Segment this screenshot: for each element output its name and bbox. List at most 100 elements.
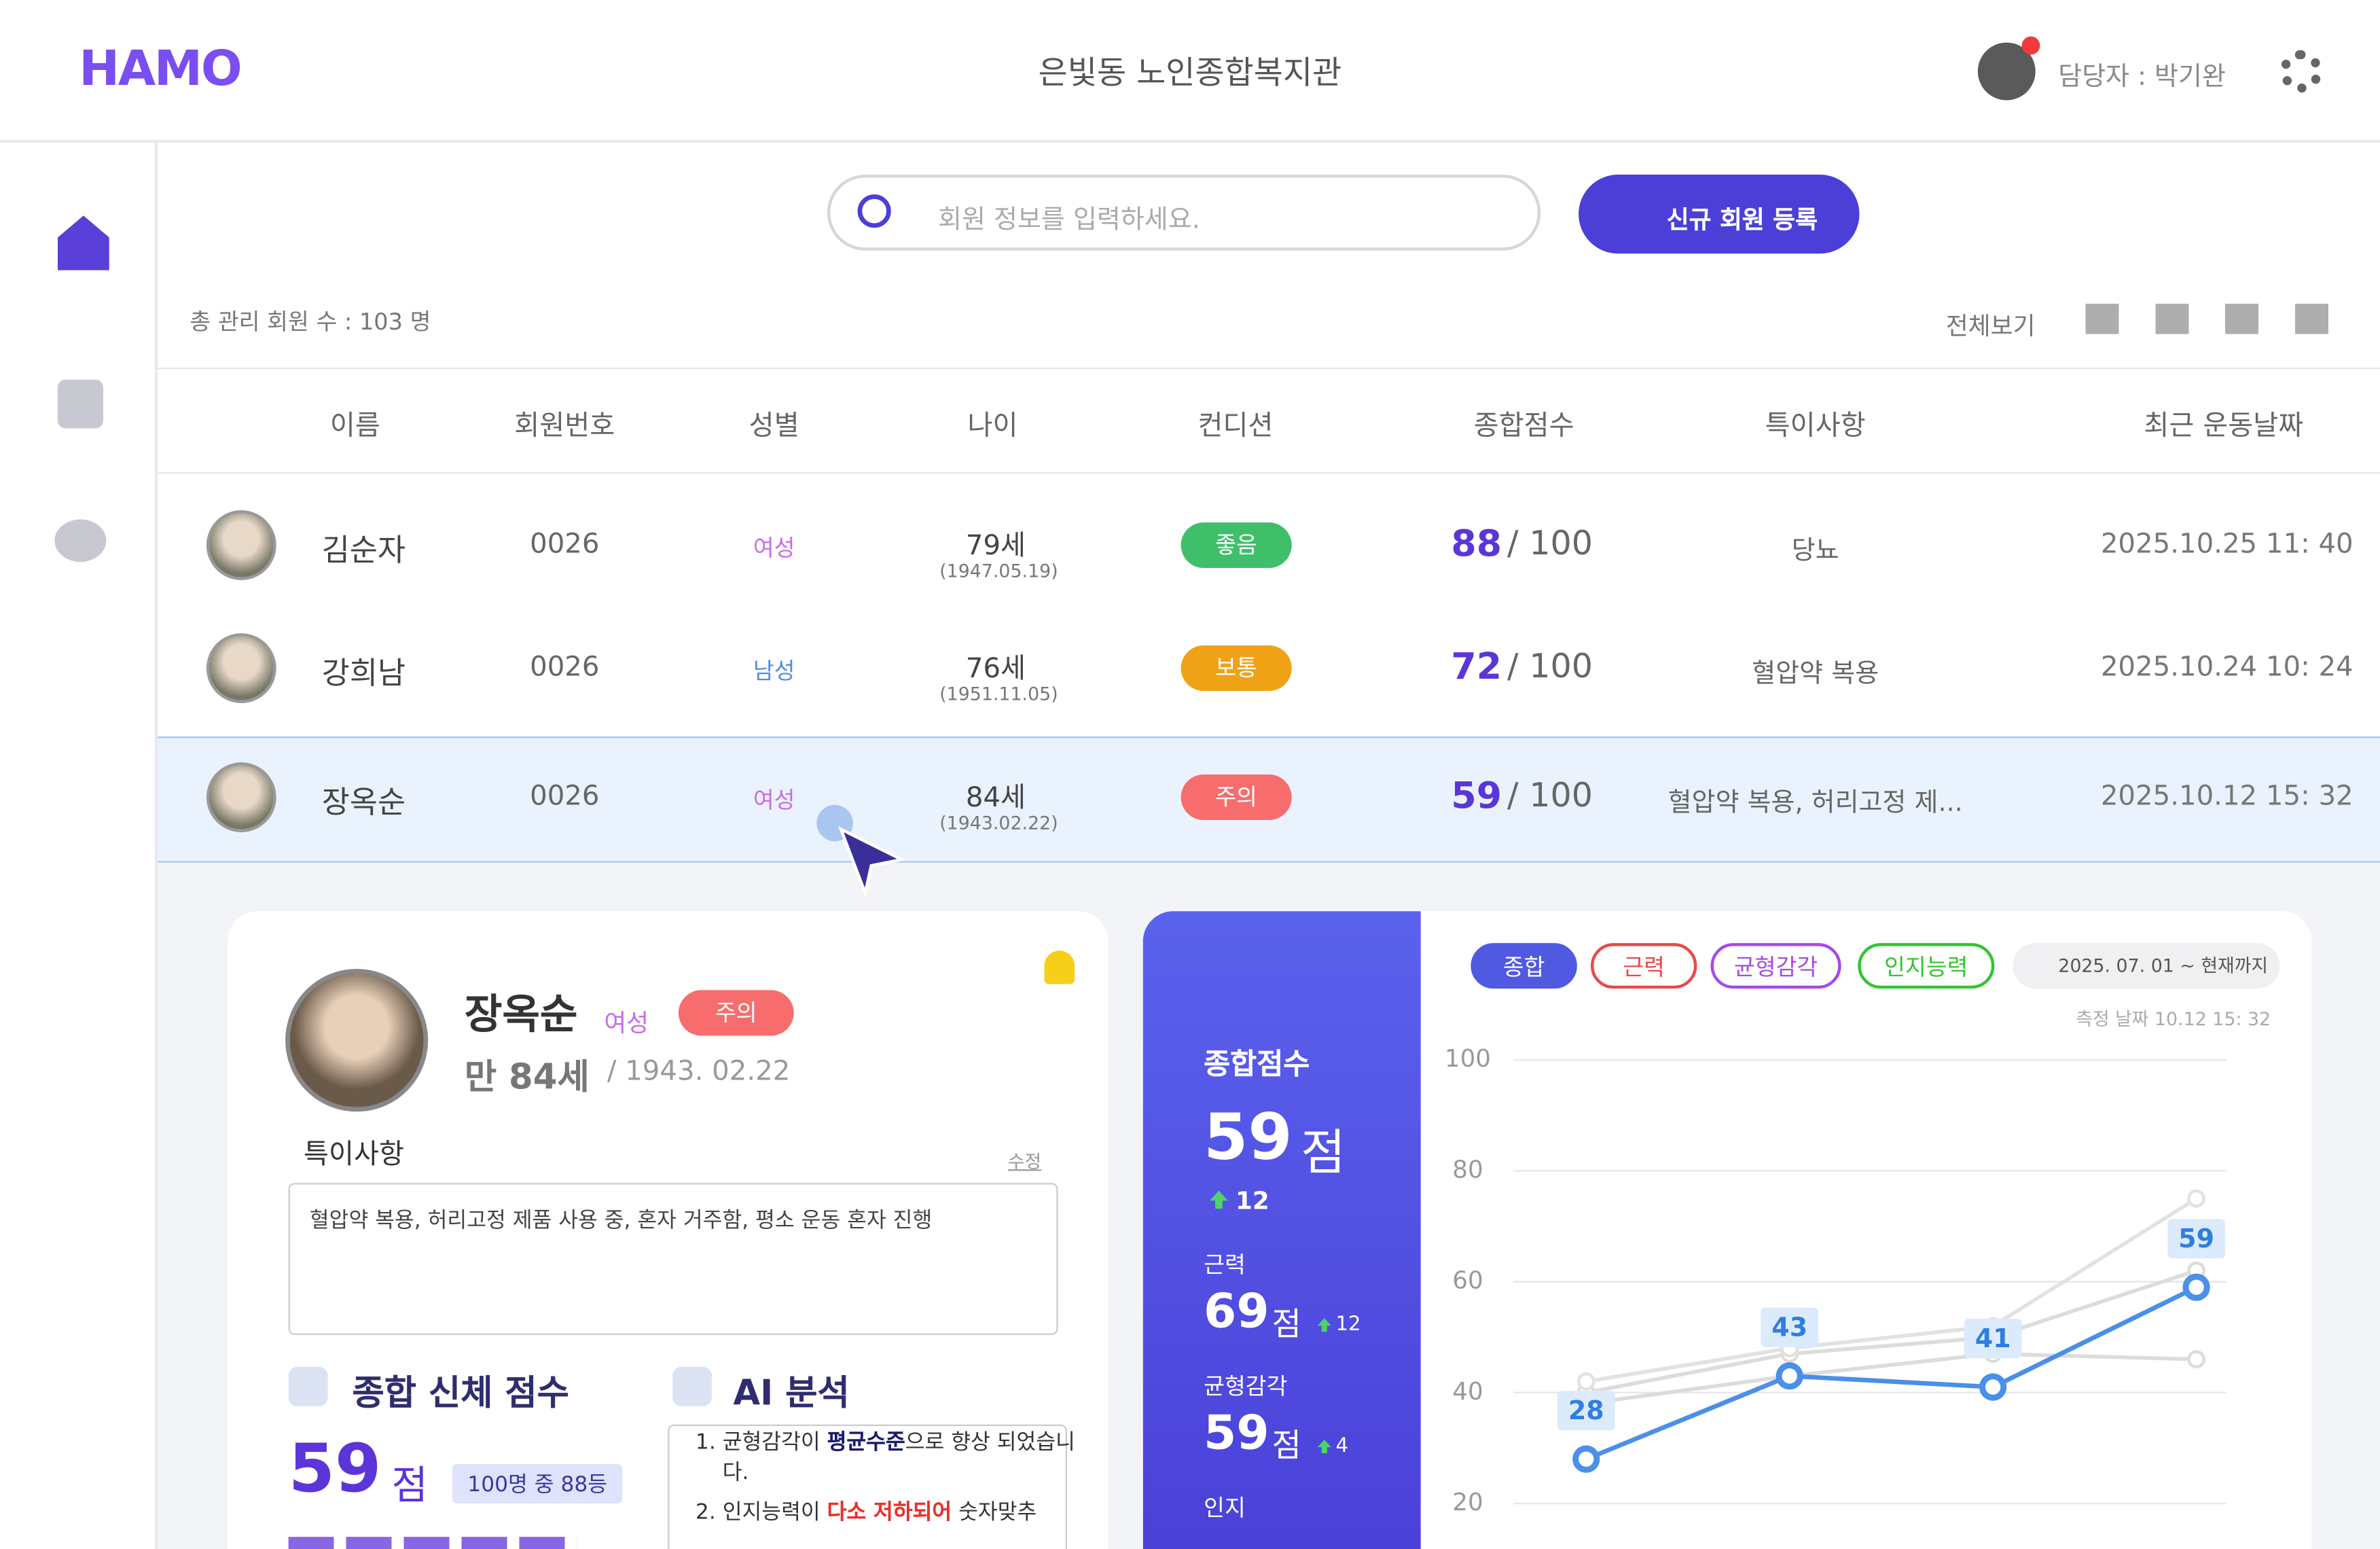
series-point <box>2187 1189 2206 1208</box>
sidebar <box>0 143 158 1549</box>
y-tick-label: 40 <box>1452 1378 1483 1406</box>
member-gender: 남성 <box>753 657 795 686</box>
view-all[interactable]: 전체보기 <box>1945 311 2036 340</box>
body-title: 종합 신체 점수 <box>352 1374 569 1414</box>
detail-gender: 여성 <box>604 1008 649 1037</box>
item-label: 균형감각 <box>1204 1372 1288 1400</box>
member-birth: (1951.11.05) <box>939 683 1058 705</box>
ai-text: 인지능력이 <box>722 1500 827 1525</box>
column-header: 회원번호 <box>514 410 615 442</box>
member-score: 88 <box>1451 522 1502 565</box>
logo[interactable]: HAMO <box>79 39 242 98</box>
data-label: 28 <box>1568 1395 1604 1425</box>
avatar <box>206 762 276 832</box>
score-panel <box>1142 911 1421 1549</box>
series-point <box>2182 1273 2210 1301</box>
table-top-border <box>158 367 2380 370</box>
ai-text: 으로 향상 되었습니다. <box>722 1430 1075 1486</box>
y-tick-label: 60 <box>1452 1267 1483 1295</box>
series-line <box>1585 1268 2197 1395</box>
chart-card <box>1142 911 2312 1549</box>
column-header: 컨디션 <box>1197 410 1274 442</box>
center-name: 은빛동 노인종합복지관 <box>1038 54 1342 92</box>
chart-tab[interactable]: 근력 <box>1590 943 1697 989</box>
y-tick-label: 100 <box>1445 1045 1491 1073</box>
toolbar-icons[interactable] <box>2079 304 2332 334</box>
member-gender: 여성 <box>753 534 795 563</box>
exercise-date: 2025.10.12 15: 32 <box>2100 780 2354 813</box>
member-note: 혈압약 복용, 허리고정 제... <box>1667 788 1963 819</box>
body-score: 59 <box>288 1430 382 1508</box>
data-label: 43 <box>1771 1312 1807 1342</box>
panel-delta: 12 <box>1236 1186 1269 1215</box>
search-box[interactable] <box>827 175 1541 251</box>
series-point <box>1979 1373 2007 1401</box>
detail-name: 장옥순 <box>464 991 578 1039</box>
label-box <box>2167 1219 2226 1259</box>
ai-list: 균형감각이 평균수준으로 향상 되었습니다. 인지능력이 다소 저하되어 숫자맞추 <box>668 1427 1083 1537</box>
panel-unit: 점 <box>1301 1124 1346 1182</box>
series-line <box>1585 1285 2198 1461</box>
column-header: 종합점수 <box>1473 410 1574 442</box>
report-icon[interactable] <box>57 379 103 429</box>
series-line <box>1585 1351 2197 1406</box>
ai-text: 균형감각이 <box>722 1430 827 1455</box>
ai-item: 인지능력이 다소 저하되어 숫자맞추 <box>723 1497 1084 1528</box>
member-birth: (1943.02.22) <box>939 812 1058 834</box>
avatar <box>206 510 276 580</box>
member-number: 0026 <box>530 528 600 560</box>
notification-dot <box>2021 36 2040 55</box>
cursor <box>816 804 907 899</box>
bell-icon[interactable] <box>1044 950 1075 984</box>
chat-icon[interactable] <box>54 519 107 563</box>
chart-tab[interactable]: 종합 <box>1471 943 1577 989</box>
panel-total: 59 <box>1204 1099 1293 1174</box>
condition-badge: 주의 <box>1180 774 1292 821</box>
member-note: 혈압약 복용 <box>1752 659 1879 690</box>
exercise-date: 2025.10.24 10: 24 <box>2100 651 2354 683</box>
column-header: 나이 <box>967 410 1018 442</box>
item-delta: 12 <box>1335 1313 1361 1337</box>
exercise-date: 2025.10.25 11: 40 <box>2100 528 2354 560</box>
series-point <box>1572 1445 1600 1473</box>
series-point <box>1576 1372 1595 1391</box>
total-members: 총 관리 회원 수 : 103 명 <box>190 308 431 336</box>
condition-badge: 보통 <box>1180 645 1292 692</box>
member-number: 0026 <box>530 651 600 683</box>
label-box <box>1761 1307 1819 1347</box>
member-name: 김순자 <box>321 531 406 569</box>
member-name: 강희남 <box>321 654 406 692</box>
detail-avatar <box>285 969 429 1112</box>
notes-title: 특이사항 <box>303 1139 404 1171</box>
stars <box>288 1537 577 1549</box>
label-box <box>1557 1391 1615 1431</box>
y-tick-label: 20 <box>1452 1489 1483 1516</box>
column-header: 최근 운동날짜 <box>2144 410 2304 442</box>
item-delta: 4 <box>1335 1435 1349 1458</box>
measured-date: 측정 날짜 10.12 15: 32 <box>2076 1008 2271 1030</box>
notes-edit[interactable]: 수정 <box>1007 1151 1042 1173</box>
member-name: 장옥순 <box>321 783 406 821</box>
y-tick-label: 80 <box>1452 1156 1483 1183</box>
search-icon <box>857 194 891 228</box>
ai-text: 숫자맞추 <box>952 1500 1037 1525</box>
register-button[interactable] <box>1579 175 1860 254</box>
condition-badge: 좋음 <box>1180 522 1292 569</box>
ai-icon <box>672 1366 713 1406</box>
item-value: 59 <box>1204 1406 1269 1461</box>
item-value: 69 <box>1204 1285 1269 1340</box>
avatar <box>206 633 276 703</box>
member-number: 0026 <box>530 780 600 813</box>
detail-age: 만 84세 <box>464 1058 590 1099</box>
member-birth: (1947.05.19) <box>939 560 1058 582</box>
date-range[interactable]: 2025. 07. 01 ~ 현재까지 <box>2013 943 2280 989</box>
series-point <box>1775 1362 1803 1390</box>
table-head-border <box>158 472 2380 474</box>
column-header: 성별 <box>749 410 799 442</box>
ai-text: 다소 저하되어 <box>827 1500 952 1525</box>
chart-tab[interactable]: 인지능력 <box>1858 943 1995 989</box>
member-age: 76세 <box>965 653 1026 686</box>
chart-tab[interactable]: 균형감각 <box>1710 943 1841 989</box>
